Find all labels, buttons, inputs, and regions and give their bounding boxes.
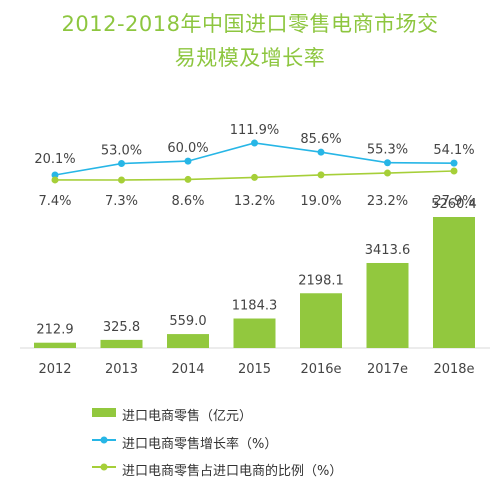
share-point-2013 (118, 176, 125, 184)
growth-point-2014 (184, 157, 192, 165)
growth-label-2018e: 54.1% (433, 143, 474, 158)
x-tick-label-2015: 2015 (238, 362, 271, 377)
share-label-2017e: 23.2% (367, 194, 408, 209)
x-tick-label-2016e: 2016e (300, 362, 341, 377)
share-point-2012 (51, 176, 59, 184)
share-label-2012: 7.4% (38, 194, 71, 209)
growth-label-2015: 111.9% (230, 123, 280, 138)
growth-label-2014: 60.0% (167, 141, 208, 156)
line-marker-blue-icon (92, 433, 120, 447)
bar-label-2016e: 2198.1 (298, 273, 344, 288)
growth-point-2013 (118, 160, 125, 168)
legend-label: 进口电商零售占进口电商的比例（%） (122, 464, 343, 479)
bar-2018e (433, 217, 475, 348)
share-point-2016e (317, 171, 325, 179)
share-point-2014 (184, 175, 192, 183)
bar-label-2014: 559.0 (169, 314, 206, 329)
bar-2012 (34, 342, 76, 348)
growth-point-2015 (251, 139, 258, 147)
share-point-2018e (450, 167, 458, 175)
bar-2015 (233, 318, 276, 348)
bar-swatch-icon (92, 405, 120, 419)
share-label-2016e: 19.0% (300, 194, 341, 209)
growth-point-2018e (450, 159, 458, 167)
growth-label-2017e: 55.3% (367, 143, 408, 158)
bar-label-2013: 325.8 (103, 320, 140, 335)
bar-label-2012: 212.9 (36, 323, 73, 338)
share-label-2013: 7.3% (105, 194, 138, 209)
bar-2014 (167, 334, 209, 348)
chart-title-line1: 2012-2018年中国进口零售电商市场交 (61, 12, 439, 36)
bar-2017e (366, 262, 409, 348)
bar-label-2015: 1184.3 (232, 299, 278, 314)
growth-label-2012: 20.1% (34, 152, 75, 167)
growth-point-2016e (317, 148, 325, 156)
chart-title-line2: 易规模及增长率 (174, 46, 326, 70)
x-tick-label-2012: 2012 (38, 362, 71, 377)
growth-label-2016e: 85.6% (300, 132, 341, 147)
bar-2013 (100, 339, 143, 348)
bar-2016e (300, 293, 342, 348)
growth-point-2012 (51, 171, 59, 179)
line-marker-green-icon (92, 460, 120, 474)
legend-label: 进口电商零售增长率（%） (122, 437, 278, 452)
growth-point-2017e (384, 159, 391, 167)
share-point-2015 (251, 173, 258, 181)
bar-label-2017e: 3413.6 (365, 243, 411, 258)
growth-label-2013: 53.0% (101, 144, 142, 159)
x-tick-label-2013: 2013 (105, 362, 138, 377)
bar-label-2018e: 5260.4 (431, 197, 477, 212)
share-label-2018e: 27.9% (433, 194, 474, 209)
legend-label: 进口电商零售（亿元） (122, 409, 253, 424)
share-point-2017e (384, 169, 391, 177)
x-tick-label-2017e: 2017e (367, 362, 408, 377)
share-label-2015: 13.2% (234, 194, 275, 209)
share-label-2014: 8.6% (171, 194, 204, 209)
x-tick-label-2018e: 2018e (433, 362, 474, 377)
x-tick-label-2014: 2014 (171, 362, 204, 377)
